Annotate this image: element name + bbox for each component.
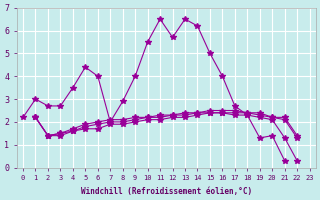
X-axis label: Windchill (Refroidissement éolien,°C): Windchill (Refroidissement éolien,°C)	[81, 187, 252, 196]
